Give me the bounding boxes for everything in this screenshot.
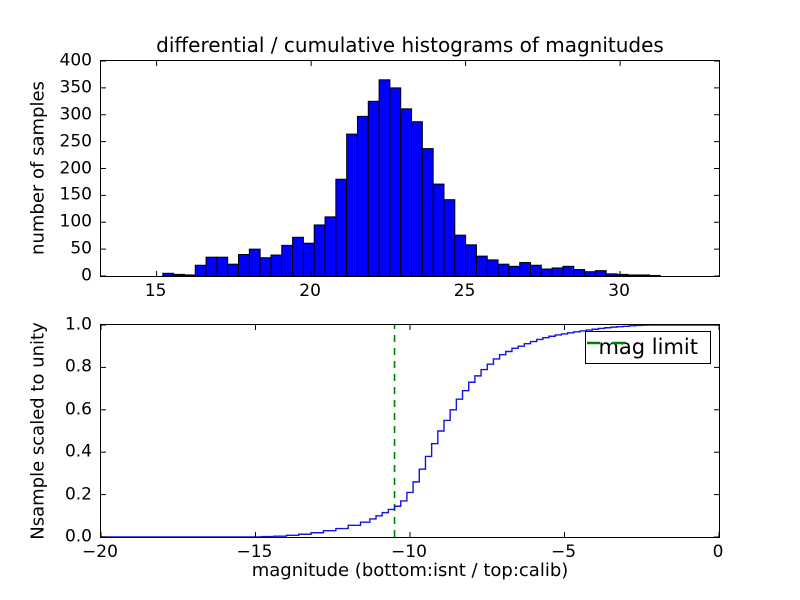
tick-label: 350 [59, 77, 92, 98]
tick-label: 1.0 [64, 314, 92, 335]
tick-label: 0 [81, 265, 92, 286]
tick-label: 50 [70, 238, 92, 259]
tick-label: 0.8 [64, 356, 92, 377]
cumulative-histogram [101, 325, 719, 537]
tick-label: −5 [550, 542, 577, 562]
tick-label: 30 [608, 281, 630, 301]
tick-label: 0 [712, 542, 724, 562]
legend: mag limit [585, 331, 711, 364]
tick-label: 0.6 [64, 399, 92, 420]
chart-title: differential / cumulative histograms of … [156, 33, 664, 57]
top-axes [100, 60, 720, 277]
bottom-y-axis-label: Nsample scaled to unity [27, 322, 49, 540]
tick-label: −20 [82, 542, 118, 562]
bottom-axes: mag limit [100, 324, 720, 538]
tick-label: 0.0 [64, 526, 92, 547]
tick-label: 400 [59, 50, 92, 71]
differential-histogram [101, 61, 719, 276]
legend-dash-icon [587, 341, 628, 345]
x-axis-label: magnitude (bottom:isnt / top:calib) [251, 560, 569, 581]
legend-label: mag limit [598, 335, 698, 359]
tick-label: 25 [453, 281, 476, 301]
tick-label: −15 [236, 542, 273, 562]
tick-label: 20 [299, 281, 321, 301]
tick-label: 300 [59, 104, 92, 125]
tick-label: 200 [59, 158, 92, 178]
tick-label: 0.4 [64, 441, 92, 462]
tick-label: 150 [59, 184, 92, 205]
top-y-axis-label: number of samples [27, 81, 49, 255]
tick-label: 15 [144, 281, 167, 301]
tick-label: −10 [391, 542, 427, 562]
tick-label: 100 [59, 211, 92, 232]
tick-label: 0.2 [64, 484, 92, 505]
tick-label: 250 [59, 131, 92, 152]
